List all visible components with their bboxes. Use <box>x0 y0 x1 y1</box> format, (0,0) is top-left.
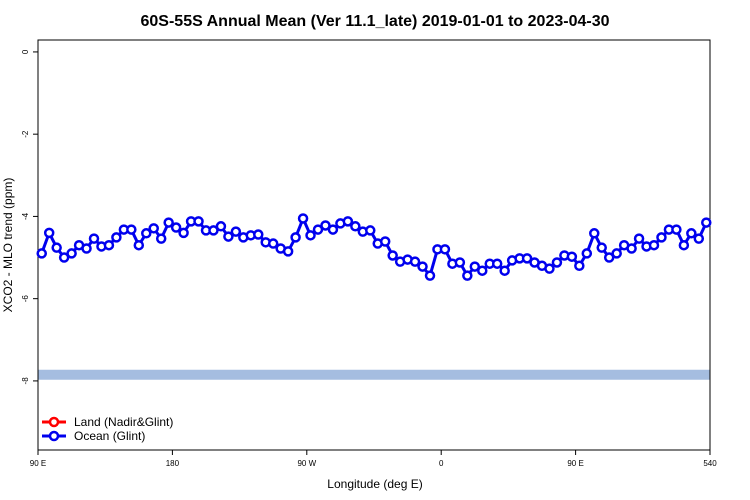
point <box>365 225 376 236</box>
point <box>253 229 264 240</box>
point <box>566 251 578 262</box>
point <box>342 216 354 227</box>
point <box>633 233 645 244</box>
point <box>551 257 563 268</box>
legend-label: Ocean (Glint) <box>74 429 145 443</box>
point <box>305 230 316 241</box>
y-tick-label: -8 <box>21 377 30 385</box>
point <box>178 227 189 239</box>
y-tick-label: -2 <box>21 130 30 138</box>
y-tick-label: -4 <box>21 212 30 220</box>
point <box>693 233 705 244</box>
y-tick-label: -6 <box>21 295 30 303</box>
point <box>312 224 324 235</box>
point <box>297 213 309 224</box>
point <box>230 226 242 237</box>
point <box>589 228 600 239</box>
point <box>417 261 428 272</box>
point <box>111 232 122 243</box>
point <box>126 224 137 235</box>
point <box>223 231 234 242</box>
point <box>51 242 62 253</box>
point <box>43 227 55 239</box>
point <box>462 270 473 281</box>
point <box>596 242 607 253</box>
point <box>66 248 77 259</box>
legend-label: Land (Nadir&Glint) <box>74 415 173 429</box>
point <box>603 252 615 263</box>
point <box>193 216 204 227</box>
point <box>163 217 174 228</box>
point <box>133 239 145 251</box>
point <box>648 239 660 251</box>
point <box>155 233 167 244</box>
point <box>282 246 294 257</box>
point <box>521 253 533 264</box>
point <box>469 261 481 272</box>
point <box>424 270 436 281</box>
legend-marker <box>48 430 60 442</box>
point <box>350 221 361 232</box>
x-tick-label: 90 E <box>30 459 46 468</box>
point <box>141 228 152 239</box>
point <box>671 224 682 235</box>
point <box>148 223 159 234</box>
reference-band <box>38 369 710 380</box>
point <box>611 248 622 259</box>
point <box>544 263 555 274</box>
x-tick-label: 90 W <box>297 459 316 468</box>
y-tick-label: 0 <box>21 49 30 54</box>
point <box>170 222 182 233</box>
point <box>379 236 391 247</box>
point <box>686 228 697 239</box>
point <box>36 248 47 259</box>
point <box>581 248 593 259</box>
plot-frame <box>37 39 711 451</box>
point <box>208 225 219 236</box>
x-tick-label: 90 E <box>567 459 583 468</box>
y-axis-label: XCO2 - MLO trend (ppm) <box>1 178 15 313</box>
point <box>491 258 503 269</box>
point <box>81 243 92 254</box>
point <box>103 239 115 251</box>
point <box>477 265 488 276</box>
point <box>409 256 421 267</box>
point <box>387 250 398 261</box>
point <box>320 220 331 231</box>
chart-title: 60S-55S Annual Mean (Ver 11.1_late) 2019… <box>141 13 610 30</box>
point <box>626 243 637 254</box>
legend-marker <box>48 416 60 428</box>
point <box>267 238 279 249</box>
point <box>290 232 301 243</box>
x-tick-label: 0 <box>439 459 444 468</box>
point <box>215 221 227 232</box>
point <box>678 239 690 251</box>
point <box>439 244 451 255</box>
point <box>454 257 466 268</box>
point <box>656 232 667 243</box>
point <box>701 217 712 228</box>
point <box>499 265 510 276</box>
x-tick-label: 540 <box>703 459 717 468</box>
point <box>88 233 100 244</box>
point <box>327 224 339 235</box>
x-axis-label: Longitude (deg E) <box>327 477 422 491</box>
point <box>58 252 70 263</box>
point <box>574 260 585 272</box>
x-tick-label: 180 <box>166 459 180 468</box>
